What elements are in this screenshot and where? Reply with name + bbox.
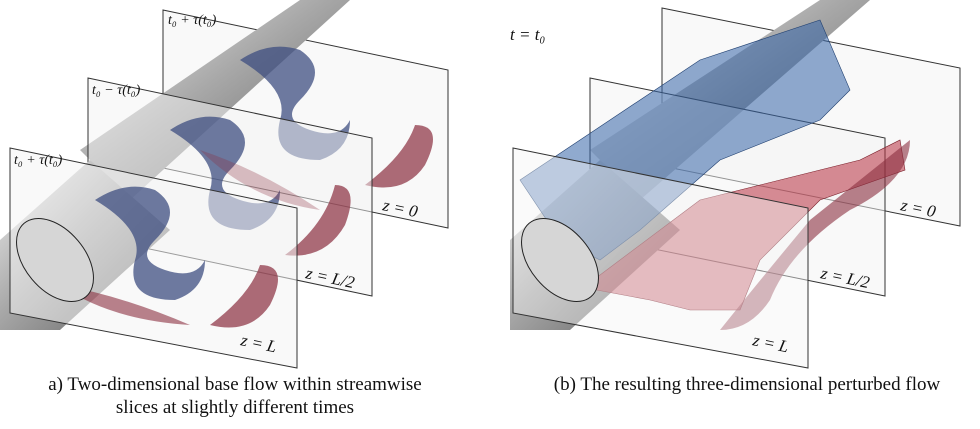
- time-label: t = t₀: [510, 25, 545, 44]
- caption-line: (b) The resulting three-dimensional pert…: [522, 373, 972, 396]
- caption-line: slices at slightly different times: [0, 396, 470, 419]
- caption-b: (b) The resulting three-dimensional pert…: [522, 373, 972, 396]
- slice-label: t₀ − τ(t₀): [92, 83, 141, 98]
- panel-a-art: [0, 0, 448, 368]
- illustration: t₀ + τ(t₀) t₀ − τ(t₀) t₀ + τ(t₀) z = 0 z…: [0, 0, 980, 370]
- panel-b-art: [506, 0, 960, 368]
- slice-label: t₀ + τ(t₀): [168, 13, 217, 28]
- slice-label: t₀ + τ(t₀): [14, 153, 63, 168]
- figure: t₀ + τ(t₀) t₀ − τ(t₀) t₀ + τ(t₀) z = 0 z…: [0, 0, 980, 429]
- caption-a: a) Two-dimensional base flow within stre…: [0, 373, 470, 419]
- caption-line: a) Two-dimensional base flow within stre…: [0, 373, 470, 396]
